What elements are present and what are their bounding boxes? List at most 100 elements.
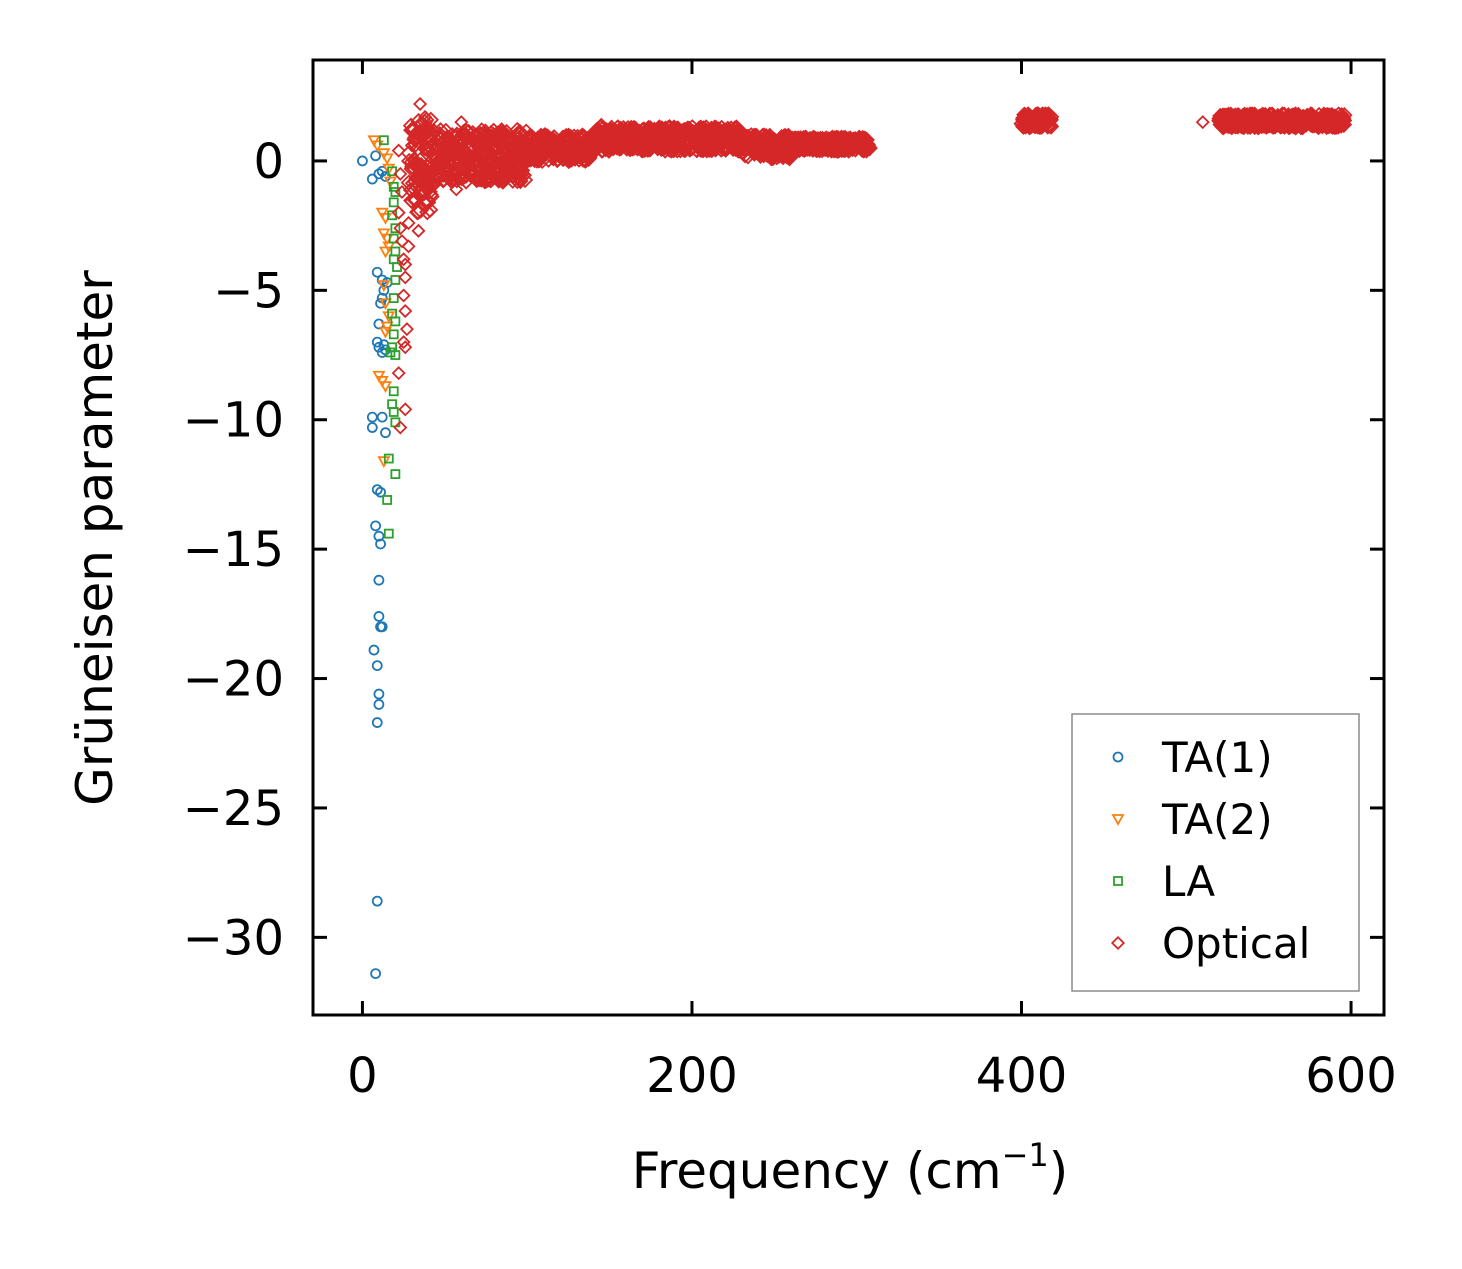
legend-item: TA(1) [1112, 733, 1273, 782]
data-point [421, 120, 436, 135]
data-point [408, 191, 425, 209]
data-point [1309, 118, 1326, 135]
data-point [455, 164, 472, 182]
y-tick-label: −15 [183, 522, 284, 578]
data-point [1214, 107, 1232, 124]
data-point [745, 127, 763, 145]
data-point [489, 126, 506, 144]
data-point [371, 266, 383, 278]
data-point [734, 133, 749, 148]
y-tick-label: 0 [253, 134, 284, 190]
data-point [640, 119, 657, 137]
data-point [401, 239, 416, 254]
legend: TA(1) TA(2) LA Optical [1071, 713, 1360, 992]
legend-marker [1111, 814, 1125, 826]
data-point [733, 139, 750, 157]
data-point [800, 135, 815, 150]
data-point [424, 133, 439, 148]
data-point [1022, 112, 1040, 129]
data-point [546, 145, 563, 162]
data-point [378, 298, 393, 311]
legend-label: LA [1162, 857, 1215, 906]
data-point [466, 140, 484, 157]
data-point [370, 968, 382, 979]
data-point [437, 151, 452, 166]
data-point [595, 125, 612, 143]
data-point [388, 293, 399, 304]
data-point [539, 128, 556, 145]
data-point [630, 136, 647, 154]
data-point [685, 128, 702, 145]
legend-marker [1110, 935, 1126, 951]
data-point [401, 216, 416, 231]
data-point [390, 223, 401, 234]
data-point [490, 160, 507, 177]
data-point [462, 139, 480, 156]
legend-item: LA [1113, 857, 1215, 906]
data-point [1276, 111, 1294, 128]
data-point [375, 486, 386, 498]
data-point [377, 280, 391, 293]
data-point [391, 143, 406, 158]
data-point [388, 197, 399, 208]
data-point [371, 895, 383, 907]
data-point [1280, 115, 1297, 133]
data-point [706, 132, 724, 149]
data-point [1294, 112, 1309, 127]
data-point [370, 520, 382, 532]
data-point [783, 140, 798, 156]
data-point [388, 254, 399, 265]
data-point [418, 177, 433, 192]
data-point [390, 469, 401, 479]
data-point [404, 138, 419, 153]
data-point [455, 127, 472, 144]
legend-label: TA(2) [1161, 795, 1273, 844]
data-point [1222, 114, 1240, 132]
data-point [1039, 115, 1054, 130]
data-point [1245, 115, 1260, 130]
data-point [717, 122, 732, 137]
data-point [429, 170, 446, 187]
data-point [520, 146, 535, 161]
data-point [451, 144, 468, 161]
data-point [454, 115, 469, 130]
data-point [1311, 112, 1326, 127]
data-point [396, 335, 411, 350]
data-point [373, 688, 385, 700]
data-point [373, 611, 385, 622]
data-point [658, 136, 676, 153]
y-axis-label: Grüneisen parameter [66, 270, 124, 806]
data-point [396, 252, 411, 267]
data-point [553, 133, 568, 148]
data-point [378, 135, 389, 146]
data-point [398, 340, 413, 355]
data-point [1252, 107, 1270, 125]
data-point [407, 136, 424, 153]
data-point [503, 161, 518, 176]
data-point [641, 119, 659, 137]
data-point [500, 152, 517, 169]
legend-label: Optical [1162, 919, 1310, 968]
data-point [849, 133, 864, 148]
series-optical [391, 96, 1353, 435]
data-point [495, 127, 513, 144]
data-point [388, 329, 399, 340]
data-point [490, 172, 507, 189]
data-point [380, 153, 394, 166]
data-point [835, 138, 853, 155]
y-tick-label: −20 [183, 652, 284, 708]
legend-label: TA(1) [1161, 733, 1273, 782]
data-point [398, 257, 413, 272]
data-point [376, 621, 388, 633]
data-point [449, 182, 464, 197]
data-point [1265, 115, 1282, 132]
data-point [528, 151, 545, 169]
data-point [478, 138, 494, 153]
data-point [595, 133, 612, 150]
data-point [668, 130, 683, 145]
data-point [1327, 112, 1342, 127]
data-point [390, 246, 401, 257]
data-point [560, 127, 577, 145]
data-point [383, 453, 394, 464]
data-point [411, 223, 426, 238]
